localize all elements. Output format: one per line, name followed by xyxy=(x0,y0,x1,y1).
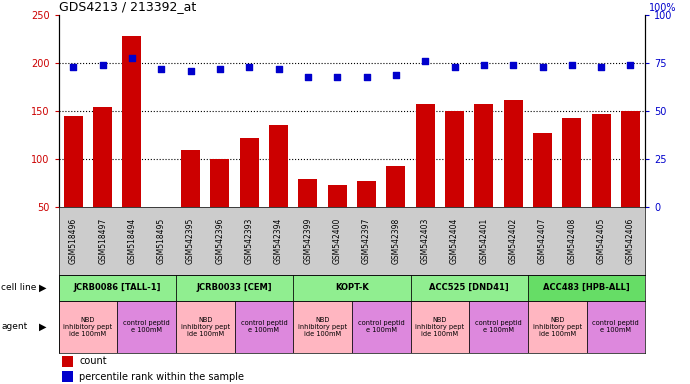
Bar xyxy=(181,150,200,207)
Text: control peptid
e 100mM: control peptid e 100mM xyxy=(124,320,170,333)
Bar xyxy=(176,301,235,353)
Text: GSM542408: GSM542408 xyxy=(567,218,576,264)
Text: KOPT-K: KOPT-K xyxy=(335,283,368,292)
Bar xyxy=(328,185,347,207)
Text: agent: agent xyxy=(1,322,28,331)
Point xyxy=(97,62,108,68)
Bar xyxy=(352,301,411,353)
Text: NBD
inhibitory pept
ide 100mM: NBD inhibitory pept ide 100mM xyxy=(181,316,230,337)
Bar xyxy=(474,104,493,207)
Bar xyxy=(59,275,176,301)
Bar xyxy=(269,125,288,207)
Point xyxy=(566,62,578,68)
Bar xyxy=(63,116,83,207)
Text: GSM542398: GSM542398 xyxy=(391,218,400,264)
Point xyxy=(156,66,167,72)
Point xyxy=(361,74,372,80)
Bar xyxy=(562,118,582,207)
Point xyxy=(391,72,402,78)
Text: GSM518497: GSM518497 xyxy=(98,218,107,264)
Text: NBD
inhibitory pept
ide 100mM: NBD inhibitory pept ide 100mM xyxy=(63,316,112,337)
Bar xyxy=(586,301,645,353)
Text: GSM518496: GSM518496 xyxy=(69,218,78,264)
Point xyxy=(595,64,607,70)
Bar xyxy=(176,275,293,301)
Text: NBD
inhibitory pept
ide 100mM: NBD inhibitory pept ide 100mM xyxy=(533,316,582,337)
Point xyxy=(302,74,313,80)
Text: GSM542407: GSM542407 xyxy=(538,218,547,264)
Point xyxy=(478,62,489,68)
Text: GSM518494: GSM518494 xyxy=(128,218,137,264)
Text: cell line: cell line xyxy=(1,283,37,292)
Bar xyxy=(122,36,141,207)
Point xyxy=(625,62,636,68)
Bar xyxy=(528,275,645,301)
Point xyxy=(449,64,460,70)
Text: GSM542399: GSM542399 xyxy=(304,218,313,264)
Text: GSM542404: GSM542404 xyxy=(450,218,459,264)
Text: ACC483 [HPB-ALL]: ACC483 [HPB-ALL] xyxy=(543,283,630,292)
Text: GSM542403: GSM542403 xyxy=(421,218,430,264)
Point xyxy=(68,64,79,70)
Point xyxy=(244,64,255,70)
Text: percentile rank within the sample: percentile rank within the sample xyxy=(79,372,244,382)
Text: GSM542393: GSM542393 xyxy=(245,218,254,264)
Bar xyxy=(386,166,406,207)
Text: control peptid
e 100mM: control peptid e 100mM xyxy=(475,320,522,333)
Point xyxy=(332,74,343,80)
Text: GSM542394: GSM542394 xyxy=(274,218,283,264)
Bar xyxy=(298,179,317,207)
Bar xyxy=(117,301,176,353)
Bar xyxy=(621,111,640,207)
Text: control peptid
e 100mM: control peptid e 100mM xyxy=(241,320,287,333)
Text: 100%: 100% xyxy=(649,3,677,13)
Text: control peptid
e 100mM: control peptid e 100mM xyxy=(358,320,404,333)
Bar xyxy=(235,301,293,353)
Bar xyxy=(293,275,411,301)
Text: count: count xyxy=(79,356,107,366)
Point xyxy=(185,68,196,74)
Bar xyxy=(415,104,435,207)
Text: GSM542395: GSM542395 xyxy=(186,218,195,264)
Text: GSM542397: GSM542397 xyxy=(362,218,371,264)
Text: GSM542405: GSM542405 xyxy=(597,218,606,264)
Bar xyxy=(93,107,112,207)
Bar xyxy=(445,111,464,207)
Bar xyxy=(61,356,73,367)
Text: GSM542400: GSM542400 xyxy=(333,218,342,264)
Point xyxy=(508,62,519,68)
Bar xyxy=(591,114,611,207)
Text: GSM518495: GSM518495 xyxy=(157,218,166,264)
Point xyxy=(537,64,548,70)
Text: GSM542401: GSM542401 xyxy=(480,218,489,264)
Text: ACC525 [DND41]: ACC525 [DND41] xyxy=(429,283,509,292)
Text: JCRB0033 [CEM]: JCRB0033 [CEM] xyxy=(197,283,273,292)
Bar xyxy=(293,301,352,353)
Point xyxy=(420,58,431,65)
Text: GSM542406: GSM542406 xyxy=(626,218,635,264)
Point xyxy=(273,66,284,72)
Bar xyxy=(210,159,230,207)
Text: GSM542396: GSM542396 xyxy=(215,218,224,264)
Bar xyxy=(357,182,376,207)
Bar xyxy=(59,301,117,353)
Bar xyxy=(533,134,552,207)
Bar xyxy=(411,275,528,301)
Text: ▶: ▶ xyxy=(39,321,46,332)
Bar xyxy=(411,301,469,353)
Bar xyxy=(239,138,259,207)
Text: GDS4213 / 213392_at: GDS4213 / 213392_at xyxy=(59,0,196,13)
Bar xyxy=(61,371,73,382)
Text: JCRB0086 [TALL-1]: JCRB0086 [TALL-1] xyxy=(74,283,161,292)
Text: NBD
inhibitory pept
ide 100mM: NBD inhibitory pept ide 100mM xyxy=(298,316,347,337)
Point xyxy=(126,55,137,61)
Text: NBD
inhibitory pept
ide 100mM: NBD inhibitory pept ide 100mM xyxy=(415,316,464,337)
Bar xyxy=(528,301,586,353)
Text: ▶: ▶ xyxy=(39,283,46,293)
Text: GSM542402: GSM542402 xyxy=(509,218,518,264)
Bar xyxy=(469,301,528,353)
Bar xyxy=(504,100,523,207)
Point xyxy=(215,66,226,72)
Text: control peptid
e 100mM: control peptid e 100mM xyxy=(593,320,639,333)
